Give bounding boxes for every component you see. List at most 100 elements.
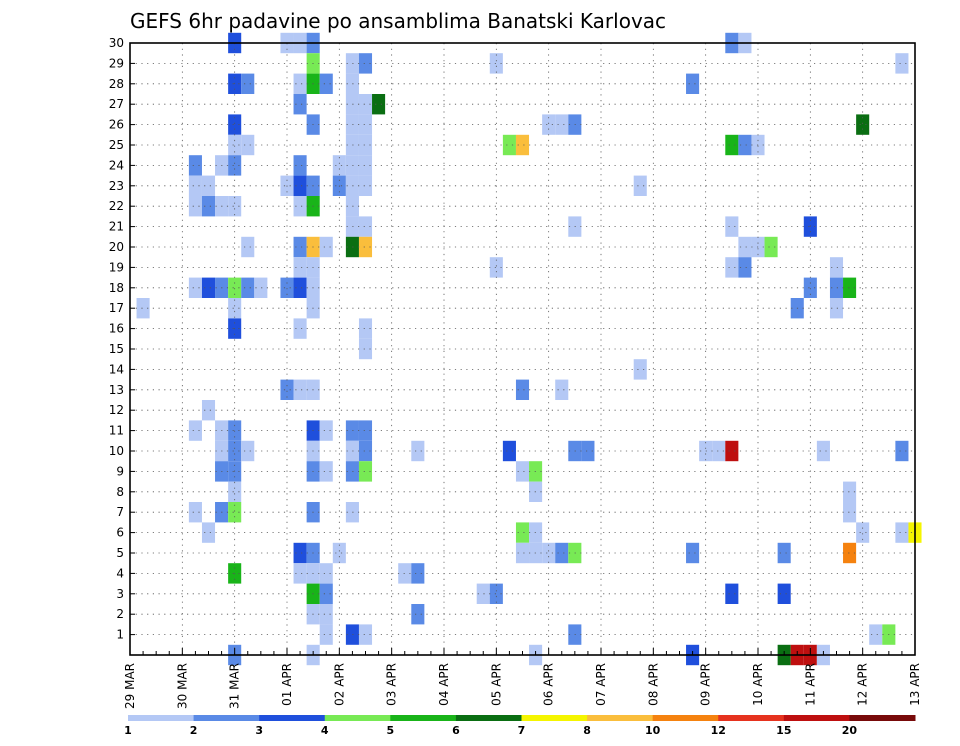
heatmap-cell — [188, 196, 202, 217]
heatmap-cell — [738, 257, 752, 278]
heatmap-cell — [829, 277, 844, 298]
x-tick-label: 29 MAR — [123, 663, 137, 709]
heatmap-cell — [201, 175, 216, 196]
heatmap-cell — [228, 155, 242, 176]
heatmap-cell — [293, 155, 307, 176]
heatmap-cell — [358, 338, 373, 360]
heatmap-cell — [358, 461, 373, 482]
heatmap-cell — [829, 298, 844, 319]
colorbar-segment — [783, 715, 850, 721]
heatmap-cell — [201, 400, 216, 421]
heatmap-cell — [293, 73, 307, 94]
y-tick-label: 10 — [109, 444, 124, 458]
heatmap-cell — [725, 134, 739, 156]
heatmap-cell — [581, 440, 595, 462]
heatmap-cell — [476, 583, 490, 604]
heatmap-cell — [319, 236, 333, 258]
x-tick-label: 04 APR — [437, 663, 451, 706]
colorbar-segment — [652, 715, 719, 721]
y-tick-label: 7 — [116, 505, 124, 519]
y-tick-label: 12 — [109, 403, 124, 417]
colorbar-label: 5 — [387, 724, 395, 737]
heatmap-cell — [228, 502, 242, 523]
x-tick-label: 09 APR — [699, 663, 713, 706]
heatmap-cell — [358, 440, 373, 462]
heatmap-cell — [895, 522, 909, 543]
y-tick-label: 9 — [116, 464, 124, 478]
colorbar-label: 2 — [190, 724, 198, 737]
heatmap-cell — [293, 277, 307, 298]
y-tick-label: 18 — [109, 281, 124, 295]
heatmap-cell — [869, 624, 883, 645]
y-tick-label: 20 — [109, 240, 124, 254]
heatmap-cell — [738, 236, 752, 258]
heatmap-cell — [358, 114, 373, 135]
colorbar-segment — [718, 715, 785, 721]
colorbar-segment — [193, 715, 260, 721]
heatmap-cell — [241, 134, 255, 156]
heatmap-cell — [319, 461, 333, 482]
x-tick-label: 05 APR — [489, 663, 503, 706]
y-tick-label: 15 — [109, 342, 124, 356]
heatmap-cell — [843, 481, 857, 502]
heatmap-cell — [555, 542, 569, 564]
heatmap-cell — [856, 114, 870, 135]
heatmap-cell — [188, 277, 202, 298]
y-tick-label: 17 — [109, 301, 124, 315]
heatmap-cell — [515, 379, 530, 400]
heatmap-cell — [895, 440, 909, 462]
y-tick-label: 29 — [109, 56, 124, 70]
heatmap-cell — [803, 277, 817, 298]
colorbar-segment — [849, 715, 916, 721]
y-tick-label: 26 — [109, 118, 124, 132]
heatmap-cell — [188, 175, 202, 196]
heatmap-cell — [555, 379, 569, 400]
colorbar-label: 4 — [321, 724, 329, 737]
heatmap-cell — [489, 257, 503, 278]
heatmap-cell — [712, 440, 726, 462]
heatmap-cell — [319, 583, 333, 604]
y-tick-label: 25 — [109, 138, 124, 152]
heatmap-cell — [686, 73, 700, 94]
y-tick-label: 14 — [109, 362, 124, 376]
heatmap-cell — [489, 53, 503, 74]
colorbar-label: 10 — [645, 724, 661, 737]
heatmap-cell — [319, 624, 333, 645]
colorbar-label: 12 — [711, 724, 726, 737]
heatmap-cell — [358, 624, 373, 645]
colorbar-segment — [128, 715, 195, 721]
heatmap-cell — [201, 277, 216, 298]
heatmap-cell — [319, 73, 333, 94]
heatmap-cell — [293, 318, 307, 339]
heatmap-cell — [856, 522, 870, 543]
x-tick-label: 12 APR — [856, 663, 870, 706]
heatmap-cell — [241, 440, 255, 462]
x-tick-label: 31 MAR — [228, 663, 242, 709]
heatmap-cell — [515, 134, 530, 156]
colorbar-label: 20 — [842, 724, 858, 737]
colorbar-label: 7 — [518, 724, 526, 737]
heatmap-cell — [372, 94, 386, 115]
heatmap-cell — [280, 277, 294, 298]
y-tick-label: 8 — [116, 485, 124, 499]
x-tick-label: 10 APR — [751, 663, 765, 706]
y-tick-label: 28 — [109, 77, 124, 91]
heatmap-cell — [816, 440, 830, 462]
heatmap-cell — [228, 440, 242, 462]
heatmap-cell — [777, 542, 791, 564]
y-tick-label: 6 — [116, 526, 124, 540]
heatmap-cell — [254, 277, 268, 298]
heatmap-cell — [686, 542, 700, 564]
heatmap-cell — [411, 563, 425, 584]
heatmap-cell — [542, 542, 556, 564]
y-tick-label: 22 — [109, 199, 124, 213]
heatmap-cell — [358, 94, 373, 115]
heatmap-cell — [136, 298, 150, 319]
x-tick-label: 13 APR — [908, 663, 922, 706]
x-tick-label: 11 APR — [803, 663, 817, 706]
heatmap-cell — [764, 236, 778, 258]
colorbar-label: 1 — [124, 724, 132, 737]
y-tick-label: 24 — [109, 158, 124, 172]
